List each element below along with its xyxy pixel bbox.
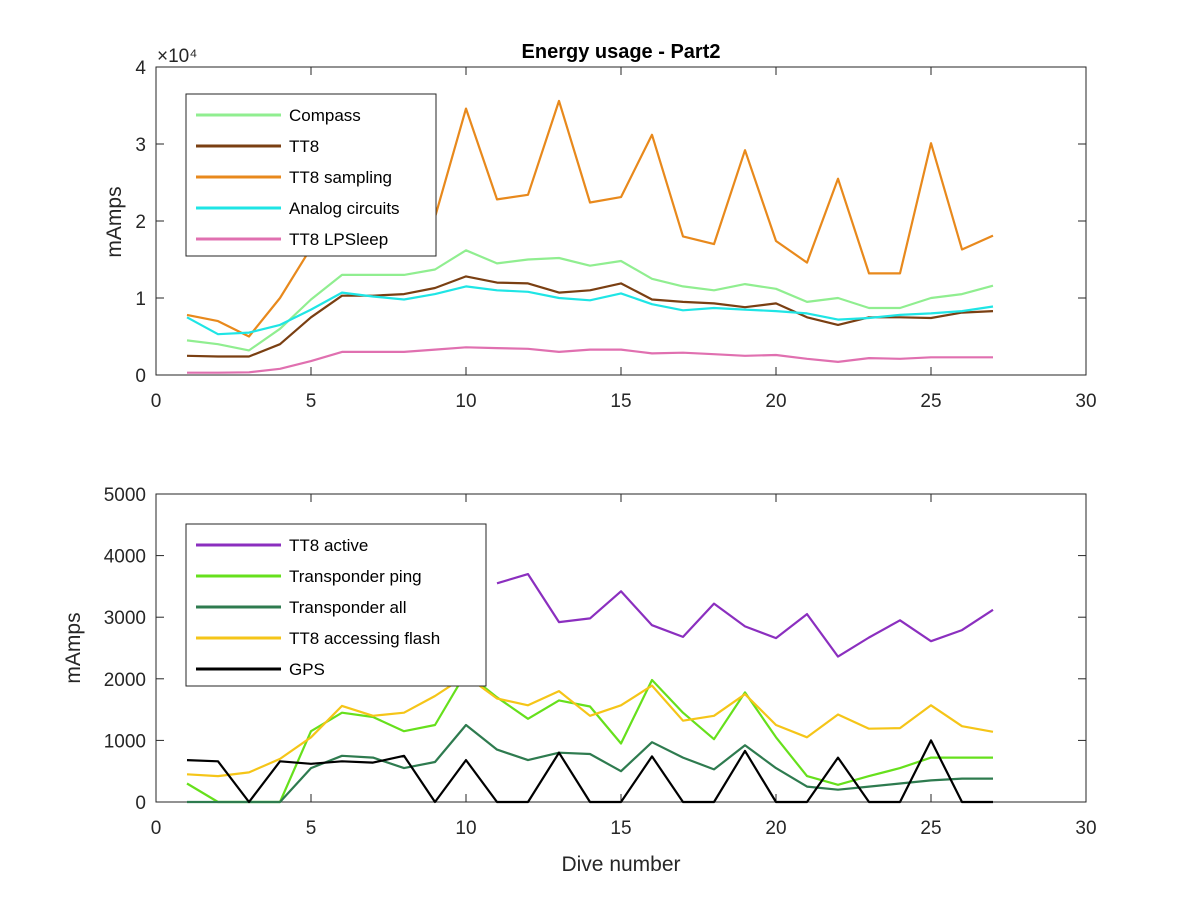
- legend-box: [185, 93, 437, 257]
- y-tick-label: 5000: [104, 485, 146, 506]
- x-tick-label: 30: [1075, 391, 1096, 412]
- legend-label: TT8: [289, 137, 319, 156]
- top-chart: Energy usage - Part2 mAmps ×10⁴ 0 5 10 15 20…: [103, 41, 1097, 412]
- series-line-gps: [186, 739, 993, 804]
- legend-label: GPS: [289, 660, 325, 679]
- legend-label: Transponder ping: [289, 567, 422, 586]
- y-tick-label: 1: [135, 289, 146, 310]
- legend-label: TT8 LPSleep: [289, 230, 388, 249]
- y-tick-label: 2: [135, 212, 146, 233]
- legend-label: Transponder all: [289, 598, 407, 617]
- bottom-legend: TT8 active Transponder ping Transponder al…: [185, 523, 487, 687]
- y-tick-label: 0: [135, 793, 146, 814]
- top-legend: Compass TT8 TT8 sampling Analog circuits TT8…: [185, 93, 437, 257]
- x-axis-label: Dive number: [561, 853, 680, 876]
- x-tick-label: 0: [151, 391, 162, 412]
- legend-label: TT8 active: [289, 536, 368, 555]
- x-tick-label: 0: [151, 818, 162, 839]
- x-tick-label: 30: [1075, 818, 1096, 839]
- x-tick-label: 10: [455, 818, 476, 839]
- x-tick-label: 5: [306, 391, 317, 412]
- legend-label: TT8 sampling: [289, 168, 392, 187]
- bottom-series-lines: [186, 573, 994, 804]
- series-line-tt8-lpsleep: [187, 346, 993, 374]
- y-tick-label: 3: [135, 135, 146, 156]
- series-line-transponder-ping: [186, 671, 993, 804]
- series-line-analog-circuits: [186, 285, 994, 336]
- bottom-chart: mAmps Dive number 0 5 10 15 20 25 30 0 1000 2000 3…: [62, 485, 1097, 876]
- y-axis-label: mAmps: [62, 612, 85, 683]
- x-tick-label: 20: [765, 818, 786, 839]
- x-tick-label: 5: [306, 818, 317, 839]
- y-tick-label: 2000: [104, 670, 146, 691]
- x-tick-label: 10: [455, 391, 476, 412]
- x-tick-label: 20: [765, 391, 786, 412]
- y-tick-label: 1000: [104, 731, 146, 752]
- legend-label: TT8 accessing flash: [289, 629, 440, 648]
- series-line-tt8-active: [496, 573, 994, 658]
- legend-box: [185, 523, 487, 687]
- series-line-compass: [186, 249, 994, 352]
- x-tick-label: 25: [920, 391, 941, 412]
- series-line-tt8: [186, 275, 994, 358]
- y-tick-label: 4000: [104, 547, 146, 568]
- x-tick-label: 25: [920, 818, 941, 839]
- x-tick-label: 15: [610, 391, 631, 412]
- chart-title: Energy usage - Part2: [522, 41, 721, 63]
- y-axis-label: mAmps: [103, 186, 126, 257]
- y-tick-label: 0: [135, 366, 146, 387]
- y-tick-label: 3000: [104, 608, 146, 629]
- y-tick-label: 4: [135, 58, 146, 79]
- legend-label: Analog circuits: [289, 199, 400, 218]
- y-exponent-label: ×10⁴: [157, 46, 197, 67]
- x-tick-label: 15: [610, 818, 631, 839]
- series-line-tt8-accessing-flash: [186, 674, 994, 778]
- legend-label: Compass: [289, 106, 361, 125]
